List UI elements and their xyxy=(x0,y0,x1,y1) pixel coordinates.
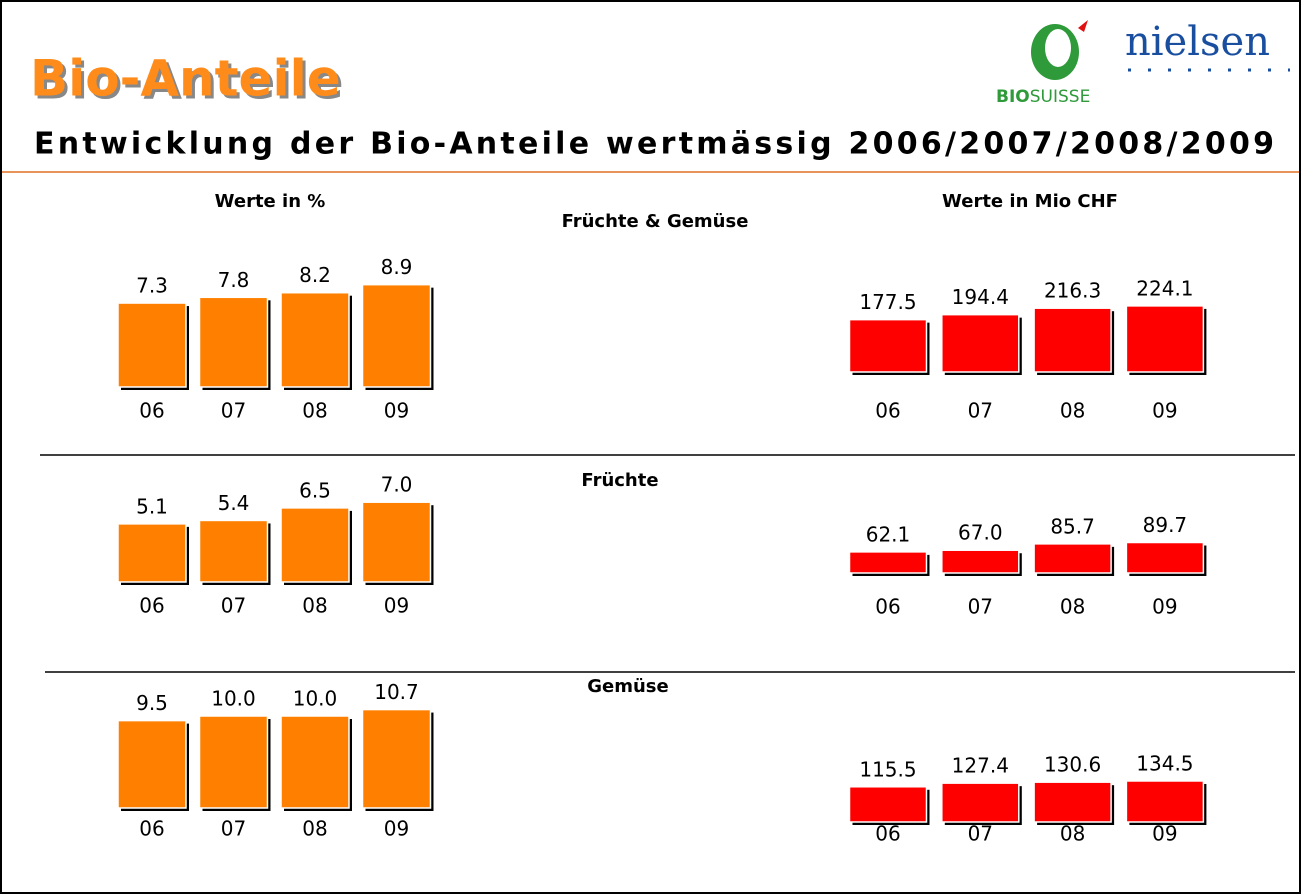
bar xyxy=(1033,781,1112,823)
category-label: 08 xyxy=(302,594,327,618)
category-label: 06 xyxy=(875,595,900,619)
category-label: 09 xyxy=(1152,595,1177,619)
category-label: 06 xyxy=(139,594,164,618)
category-label: 09 xyxy=(384,399,409,423)
bar xyxy=(280,715,350,809)
category-label: 07 xyxy=(221,817,246,841)
category-label: 08 xyxy=(1060,822,1085,846)
bar xyxy=(117,719,187,809)
bar xyxy=(361,283,432,388)
bar xyxy=(941,782,1020,823)
logo-bio: BIO xyxy=(996,87,1030,107)
bar xyxy=(198,519,269,583)
bar xyxy=(361,501,432,583)
logo-flag xyxy=(1078,20,1088,32)
bar xyxy=(117,523,187,583)
category-label: 06 xyxy=(139,817,164,841)
bar xyxy=(941,313,1020,373)
value-label: 177.5 xyxy=(859,290,916,314)
value-label: 115.5 xyxy=(859,757,916,781)
logo-suisse: SUISSE xyxy=(1030,87,1091,107)
title: Bio-Anteile xyxy=(30,50,341,108)
subtitle: Entwicklung der Bio-Anteile wertmässig 2… xyxy=(34,127,1274,162)
value-label: 10.7 xyxy=(374,680,419,704)
value-label: 67.0 xyxy=(958,521,1003,545)
bar xyxy=(1125,541,1205,574)
category-label: 08 xyxy=(302,399,327,423)
value-label: 85.7 xyxy=(1050,514,1095,538)
category-label: 09 xyxy=(384,817,409,841)
value-label: 5.1 xyxy=(136,494,168,518)
biosuisse-logo: BIOSUISSE xyxy=(996,20,1090,107)
bar xyxy=(1033,543,1112,574)
column-header: Werte in Mio CHF xyxy=(942,191,1118,212)
value-label: 10.0 xyxy=(293,687,338,711)
bar xyxy=(848,318,928,373)
value-label: 7.8 xyxy=(218,268,250,292)
bar xyxy=(1125,780,1205,823)
category-label: 07 xyxy=(968,595,993,619)
category-label: 08 xyxy=(1060,595,1085,619)
bar xyxy=(198,715,269,809)
bar xyxy=(117,302,187,388)
value-label: 89.7 xyxy=(1143,513,1188,537)
bar xyxy=(848,786,928,823)
category-label: 06 xyxy=(875,822,900,846)
value-label: 127.4 xyxy=(952,754,1009,778)
bar xyxy=(1033,307,1112,373)
category-label: 07 xyxy=(221,399,246,423)
category-label: 09 xyxy=(384,594,409,618)
value-label: 216.3 xyxy=(1044,279,1101,303)
category-label: 07 xyxy=(221,594,246,618)
value-label: 5.4 xyxy=(218,491,250,515)
section-title: Früchte xyxy=(581,470,658,491)
category-label: 08 xyxy=(302,817,327,841)
bar xyxy=(198,296,269,388)
value-label: 9.5 xyxy=(136,691,168,715)
section-title: Gemüse xyxy=(587,676,668,697)
value-label: 62.1 xyxy=(866,522,911,546)
bar xyxy=(280,507,350,583)
value-label: 7.3 xyxy=(136,274,168,298)
value-label: 8.9 xyxy=(381,255,413,279)
category-label: 06 xyxy=(875,399,900,423)
value-label: 130.6 xyxy=(1044,753,1101,777)
category-label: 09 xyxy=(1152,822,1177,846)
category-label: 07 xyxy=(968,399,993,423)
bar xyxy=(941,549,1020,574)
logo-leaf-inner xyxy=(1045,29,1071,67)
nielsen-logo: nielsen xyxy=(1125,19,1270,65)
bar xyxy=(361,708,432,809)
bar xyxy=(848,551,928,574)
category-label: 09 xyxy=(1152,399,1177,423)
section-title: Früchte & Gemüse xyxy=(562,211,749,232)
title-shadow: Bio-Anteile xyxy=(33,53,344,111)
bar xyxy=(280,291,350,388)
value-label: 6.5 xyxy=(299,478,331,502)
logo-text: BIOSUISSE xyxy=(996,87,1090,107)
category-label: 08 xyxy=(1060,399,1085,423)
value-label: 224.1 xyxy=(1136,276,1193,300)
category-label: 06 xyxy=(139,399,164,423)
value-label: 7.0 xyxy=(381,473,413,497)
value-label: 8.2 xyxy=(299,263,331,287)
category-label: 07 xyxy=(968,822,993,846)
value-label: 10.0 xyxy=(211,687,256,711)
column-header: Werte in % xyxy=(215,191,326,212)
value-label: 134.5 xyxy=(1136,751,1193,775)
bar xyxy=(1125,305,1205,373)
value-label: 194.4 xyxy=(952,285,1009,309)
